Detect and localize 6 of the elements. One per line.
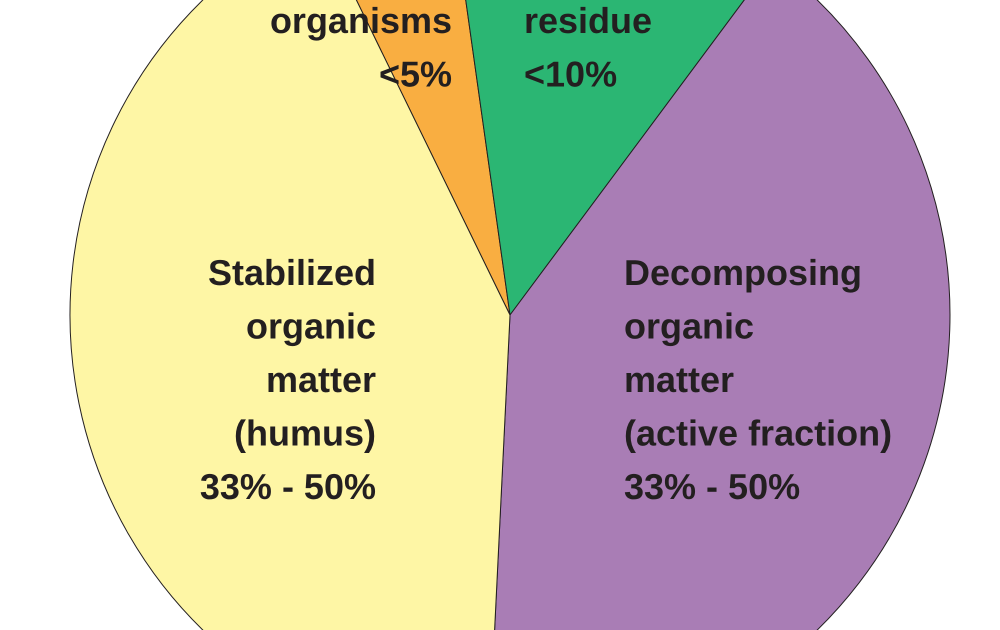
slice-label: Decomposing organic matter (active fraction) [624, 252, 892, 454]
slice-label: Stabilized organic matter (humus) [208, 252, 376, 454]
slice-label: residue [524, 0, 652, 41]
text: 33% - 50% [624, 466, 800, 507]
text: <10% [524, 54, 618, 94]
text: 33% - 50% [200, 466, 376, 507]
